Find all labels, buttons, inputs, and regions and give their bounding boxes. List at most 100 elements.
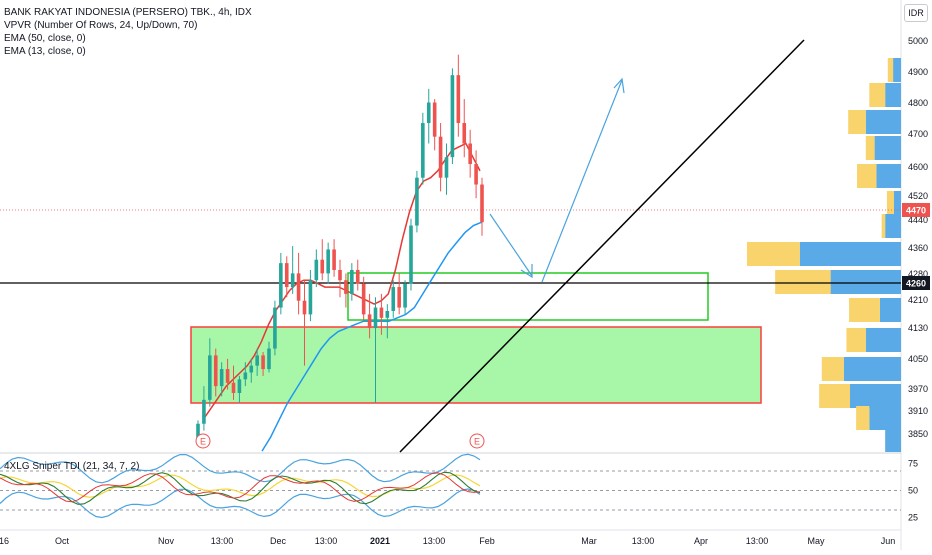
vp-bar-down [775,270,831,294]
legend-ema13[interactable]: EMA (13, close, 0) [4,46,86,57]
candle-body [468,143,472,165]
candle-body [438,136,443,178]
tdi-trade-line [0,472,481,503]
time-tick-label: Feb [479,536,495,546]
candle-body [397,287,401,308]
candle-body [202,399,206,424]
currency-label[interactable]: IDR [904,4,928,22]
vp-bar-down [819,384,850,408]
candle-body [361,283,366,315]
ema50-line [261,221,483,452]
candle-body [456,75,461,124]
time-tick-label: 2021 [370,536,390,546]
time-tick-label: Apr [694,536,708,546]
last-price-badge: 4470 [902,203,930,217]
price-axis-labels: 5000 4900 4800 4700 4600 4520 4440 4360 4280 4210… [908,36,928,439]
candle-body [462,123,467,144]
vp-bar-up [893,58,901,82]
candle-body [267,348,271,370]
price-tick-label: 4520 [908,191,928,201]
candle-body [450,75,455,158]
time-tick-label: May [807,536,825,546]
price-tick-label: 4600 [908,162,928,172]
candle-body [196,423,200,441]
time-tick-label: Mar [581,536,597,546]
tdi-tick-label: 25 [908,513,918,523]
candle-body [474,164,478,185]
candle-body [421,123,425,178]
svg-text:E: E [200,437,206,447]
tdi-signal-line [0,474,481,498]
candle-body [320,259,325,274]
retest-zone[interactable] [347,272,709,321]
time-tick-label: Nov [158,536,175,546]
trend-line[interactable] [399,39,805,453]
candle-body [261,355,265,370]
vp-bar-up [885,214,901,238]
tdi-axis-labels: 75 50 25 [908,458,918,522]
candle-body [444,157,449,178]
candle-body [225,369,230,383]
vp-bar-down [857,164,877,188]
legend-vpvr[interactable]: VPVR (Number Of Rows, 24, Up/Down, 70) [4,20,198,31]
candle-body [308,280,313,315]
earnings-marker-1[interactable]: E [195,433,211,449]
price-tick-label: 4800 [908,98,928,108]
candle-body [426,102,431,124]
vp-bar-down [886,191,894,215]
tdi-tick-label: 50 [908,486,918,496]
time-tick-label: 13:00 [423,536,446,546]
candle-body [326,249,330,274]
time-axis-labels: 16 Oct Nov 13:00 Dec 13:00 2021 13:00 Feb Mar 13:0… [0,536,895,546]
candle-body [367,314,372,329]
tdi-pane[interactable] [0,453,901,519]
vp-bar-up [843,357,901,381]
candle-body [350,269,354,294]
vp-bar-up [869,406,901,430]
candle-body [379,307,384,318]
time-tick-label: 13:00 [746,536,769,546]
legend-ema50[interactable]: EMA (50, close, 0) [4,33,86,44]
indicator-legend: BANK RAKYAT INDONESIA (PERSERO) TBK., 4h… [4,6,252,58]
candle-body [480,184,484,223]
price-tick-label: 3910 [908,406,928,416]
candle-body [391,287,396,311]
candle-body [208,355,212,400]
candle-body [279,263,283,308]
vp-bar-up [885,83,901,107]
tdi-legend[interactable]: 4XLG Sniper TDI (21, 34, 7, 2) [4,461,140,472]
vp-bar-down [849,298,880,322]
vp-bar-down [848,110,866,134]
price-tick-label: 4210 [908,295,928,305]
demand-zone-large[interactable] [190,326,762,404]
earnings-marker-2[interactable]: E [469,433,485,449]
time-tick-label: 16 [0,536,9,546]
vp-bar-up [879,298,901,322]
price-tick-label: 3850 [908,429,928,439]
candle-body [409,225,413,284]
symbol-title[interactable]: BANK RAKYAT INDONESIA (PERSERO) TBK., 4h… [4,7,252,18]
level-price-badge: 4260 [902,276,930,290]
price-tick-label: 4130 [908,323,928,333]
time-tick-label: 13:00 [211,536,234,546]
candle-body [255,355,259,366]
projection-arrow-path[interactable] [489,77,625,283]
price-tick-label: 4440 [908,215,928,225]
volume-profile [747,58,901,452]
candle-body [432,102,437,137]
vp-bar-up [874,136,901,160]
vp-bar-up [865,110,901,134]
candle-body [314,259,319,281]
svg-text:4260: 4260 [906,279,926,289]
vp-bar-down [887,58,894,82]
candle-body [338,269,342,281]
vp-bar-down [856,406,870,430]
price-tick-label: 4360 [908,243,928,253]
candle-body [231,382,236,393]
ema50-path [261,221,483,452]
price-tick-label: 3970 [908,384,928,394]
candle-body [415,177,419,226]
candle-body [213,355,218,387]
